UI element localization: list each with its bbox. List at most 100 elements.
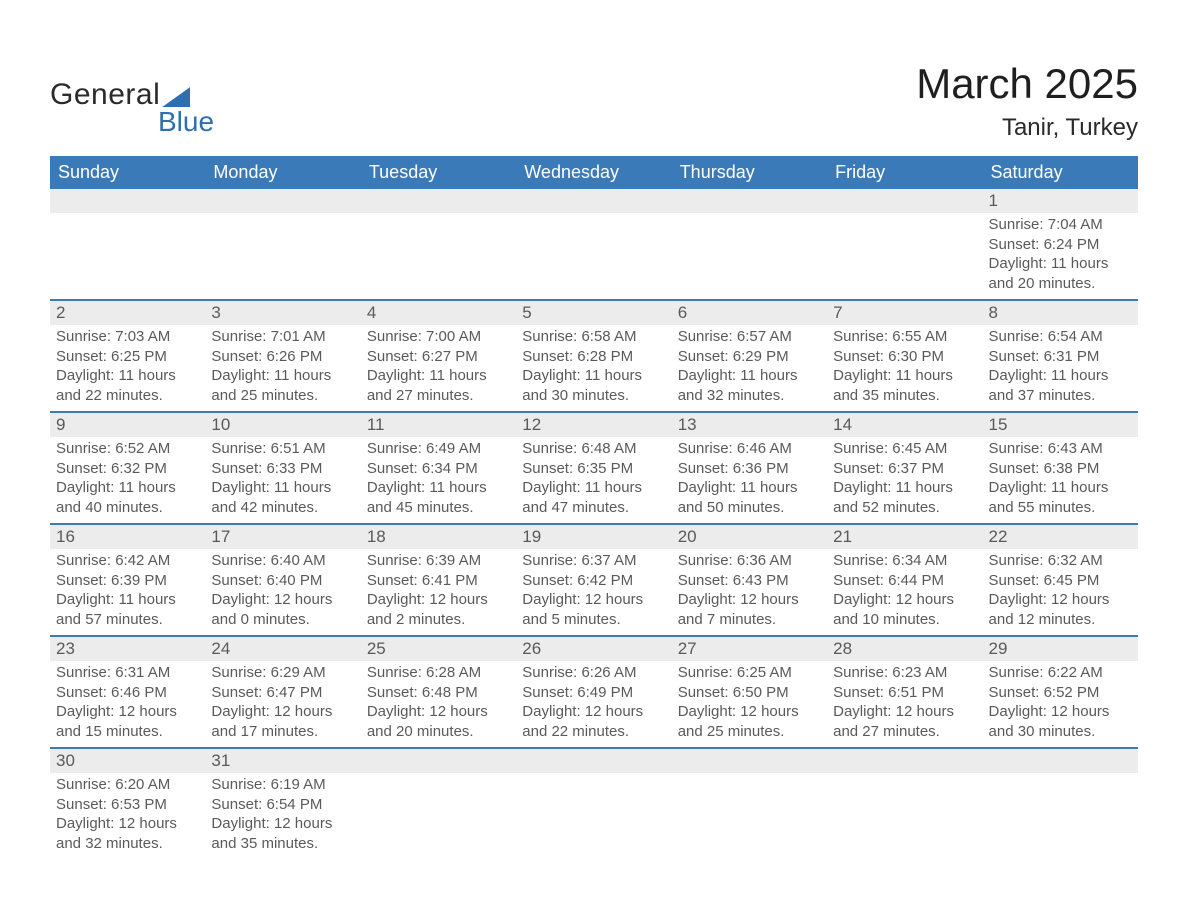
sunrise-line: Sunrise: 6:54 AM <box>989 327 1132 347</box>
daylight2-line: and 7 minutes. <box>678 610 821 630</box>
daylight1-line: Daylight: 11 hours <box>211 478 354 498</box>
day-cell <box>983 748 1138 859</box>
sunrise-line: Sunrise: 6:20 AM <box>56 775 199 795</box>
sunrise-line: Sunrise: 6:32 AM <box>989 551 1132 571</box>
daylight2-line: and 30 minutes. <box>522 386 665 406</box>
sunset-line: Sunset: 6:44 PM <box>833 571 976 591</box>
day-body-empty <box>361 213 516 295</box>
sunrise-line: Sunrise: 6:19 AM <box>211 775 354 795</box>
sunrise-line: Sunrise: 6:36 AM <box>678 551 821 571</box>
sunset-line: Sunset: 6:40 PM <box>211 571 354 591</box>
day-cell: 23Sunrise: 6:31 AMSunset: 6:46 PMDayligh… <box>50 636 205 748</box>
sunset-line: Sunset: 6:37 PM <box>833 459 976 479</box>
weekday-header: Sunday <box>50 156 205 189</box>
day-number-empty <box>672 749 827 773</box>
day-number: 23 <box>50 637 205 661</box>
sunset-line: Sunset: 6:26 PM <box>211 347 354 367</box>
day-body: Sunrise: 6:28 AMSunset: 6:48 PMDaylight:… <box>361 661 516 747</box>
sunrise-line: Sunrise: 6:46 AM <box>678 439 821 459</box>
day-body-empty <box>827 213 982 295</box>
daylight2-line: and 40 minutes. <box>56 498 199 518</box>
sunrise-line: Sunrise: 6:52 AM <box>56 439 199 459</box>
calendar-table: SundayMondayTuesdayWednesdayThursdayFrid… <box>50 156 1138 859</box>
daylight2-line: and 12 minutes. <box>989 610 1132 630</box>
title-block: March 2025 Tanir, Turkey <box>916 50 1138 142</box>
day-cell: 22Sunrise: 6:32 AMSunset: 6:45 PMDayligh… <box>983 524 1138 636</box>
day-cell: 3Sunrise: 7:01 AMSunset: 6:26 PMDaylight… <box>205 300 360 412</box>
sunset-line: Sunset: 6:45 PM <box>989 571 1132 591</box>
day-number: 25 <box>361 637 516 661</box>
day-number: 21 <box>827 525 982 549</box>
daylight1-line: Daylight: 11 hours <box>56 590 199 610</box>
day-body: Sunrise: 6:20 AMSunset: 6:53 PMDaylight:… <box>50 773 205 859</box>
logo-text-main: General <box>50 78 160 112</box>
sunset-line: Sunset: 6:54 PM <box>211 795 354 815</box>
day-cell: 26Sunrise: 6:26 AMSunset: 6:49 PMDayligh… <box>516 636 671 748</box>
daylight2-line: and 42 minutes. <box>211 498 354 518</box>
calendar-body: 1Sunrise: 7:04 AMSunset: 6:24 PMDaylight… <box>50 189 1138 859</box>
day-cell: 12Sunrise: 6:48 AMSunset: 6:35 PMDayligh… <box>516 412 671 524</box>
daylight2-line: and 45 minutes. <box>367 498 510 518</box>
day-body: Sunrise: 6:40 AMSunset: 6:40 PMDaylight:… <box>205 549 360 635</box>
sunset-line: Sunset: 6:42 PM <box>522 571 665 591</box>
day-number: 4 <box>361 301 516 325</box>
day-number: 19 <box>516 525 671 549</box>
sunrise-line: Sunrise: 6:28 AM <box>367 663 510 683</box>
daylight1-line: Daylight: 11 hours <box>56 478 199 498</box>
day-body-empty <box>827 773 982 855</box>
day-body: Sunrise: 6:19 AMSunset: 6:54 PMDaylight:… <box>205 773 360 859</box>
day-number-empty <box>827 749 982 773</box>
day-cell: 8Sunrise: 6:54 AMSunset: 6:31 PMDaylight… <box>983 300 1138 412</box>
day-number: 10 <box>205 413 360 437</box>
logo-text-sub: Blue <box>158 106 214 138</box>
sunrise-line: Sunrise: 6:57 AM <box>678 327 821 347</box>
weekday-header: Monday <box>205 156 360 189</box>
day-cell: 7Sunrise: 6:55 AMSunset: 6:30 PMDaylight… <box>827 300 982 412</box>
sunrise-line: Sunrise: 7:04 AM <box>989 215 1132 235</box>
daylight2-line: and 27 minutes. <box>833 722 976 742</box>
day-body: Sunrise: 6:32 AMSunset: 6:45 PMDaylight:… <box>983 549 1138 635</box>
top-bar: General Blue March 2025 Tanir, Turkey <box>50 50 1138 142</box>
day-number: 22 <box>983 525 1138 549</box>
day-cell <box>50 189 205 300</box>
day-body: Sunrise: 6:29 AMSunset: 6:47 PMDaylight:… <box>205 661 360 747</box>
daylight2-line: and 55 minutes. <box>989 498 1132 518</box>
day-cell: 27Sunrise: 6:25 AMSunset: 6:50 PMDayligh… <box>672 636 827 748</box>
day-cell <box>672 748 827 859</box>
day-cell <box>361 189 516 300</box>
day-number-empty <box>983 749 1138 773</box>
day-number: 26 <box>516 637 671 661</box>
sunrise-line: Sunrise: 6:51 AM <box>211 439 354 459</box>
sunrise-line: Sunrise: 6:29 AM <box>211 663 354 683</box>
daylight1-line: Daylight: 11 hours <box>56 366 199 386</box>
daylight2-line: and 17 minutes. <box>211 722 354 742</box>
location-subtitle: Tanir, Turkey <box>916 114 1138 142</box>
sunset-line: Sunset: 6:35 PM <box>522 459 665 479</box>
daylight1-line: Daylight: 11 hours <box>989 366 1132 386</box>
daylight2-line: and 0 minutes. <box>211 610 354 630</box>
daylight2-line: and 47 minutes. <box>522 498 665 518</box>
day-body: Sunrise: 6:31 AMSunset: 6:46 PMDaylight:… <box>50 661 205 747</box>
day-number: 2 <box>50 301 205 325</box>
day-number: 13 <box>672 413 827 437</box>
logo-row: General <box>50 78 214 112</box>
day-body: Sunrise: 6:52 AMSunset: 6:32 PMDaylight:… <box>50 437 205 523</box>
daylight2-line: and 2 minutes. <box>367 610 510 630</box>
daylight2-line: and 20 minutes. <box>367 722 510 742</box>
daylight1-line: Daylight: 12 hours <box>678 590 821 610</box>
sunset-line: Sunset: 6:43 PM <box>678 571 821 591</box>
day-number: 1 <box>983 189 1138 213</box>
day-body: Sunrise: 6:25 AMSunset: 6:50 PMDaylight:… <box>672 661 827 747</box>
day-number: 11 <box>361 413 516 437</box>
week-row: 23Sunrise: 6:31 AMSunset: 6:46 PMDayligh… <box>50 636 1138 748</box>
sunset-line: Sunset: 6:51 PM <box>833 683 976 703</box>
day-cell: 1Sunrise: 7:04 AMSunset: 6:24 PMDaylight… <box>983 189 1138 300</box>
day-number: 18 <box>361 525 516 549</box>
day-body-empty <box>672 773 827 855</box>
day-cell: 19Sunrise: 6:37 AMSunset: 6:42 PMDayligh… <box>516 524 671 636</box>
daylight1-line: Daylight: 11 hours <box>989 254 1132 274</box>
day-number: 5 <box>516 301 671 325</box>
daylight1-line: Daylight: 12 hours <box>678 702 821 722</box>
day-number: 30 <box>50 749 205 773</box>
daylight1-line: Daylight: 11 hours <box>367 478 510 498</box>
